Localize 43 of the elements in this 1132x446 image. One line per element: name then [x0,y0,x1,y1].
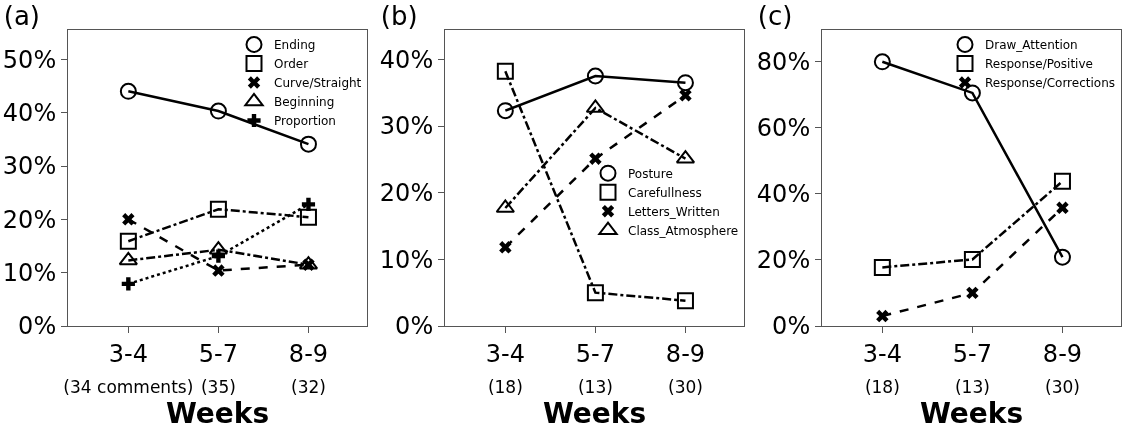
x-tick-label: 3-4 (34 comments) [63,339,194,397]
y-tick-label: 30% [379,112,434,141]
y-tick-label: 10% [2,259,57,288]
legend-label: Beginning [274,95,335,110]
chart-title: (b) [380,0,418,31]
y-tick-label: 0% [395,312,434,341]
y-tick-label: 20% [2,205,57,234]
y-tick-label: 60% [756,113,811,142]
y-tick-label: 20% [379,179,434,208]
x-tick-label: 5-7 (13) [575,339,615,397]
legend-label: Letters_Written [628,204,720,219]
legend-label: Carefullness [628,185,702,200]
legend-label: Class_Atmosphere [628,223,739,238]
x-tick-label: 3-4 (18) [862,339,902,397]
legend-label: Order [274,57,309,72]
x-axis-title: Weeks [919,397,1024,430]
legend-label: Posture [628,166,673,181]
y-tick-label: 20% [756,246,811,275]
x-axis-title: Weeks [165,397,270,430]
x-tick-label: 8-9 (30) [1042,339,1083,397]
y-tick-label: 50% [2,45,57,74]
legend-label: Response/Corrections [985,76,1116,91]
y-tick-label: 80% [756,47,811,76]
chart-title: (a) [3,0,40,31]
legend-label: Response/Positive [985,57,1093,72]
y-tick-label: 0% [772,312,811,341]
y-tick-label: 10% [379,245,434,274]
y-tick-label: 40% [2,99,57,128]
chart-title: (c) [757,0,793,31]
legend-label: Draw_Attention [985,38,1078,53]
legend-label: Curve/Straight [274,76,362,91]
x-tick-label: 8-9 (32) [288,339,329,397]
x-tick-label: 8-9 (30) [665,339,706,397]
y-tick-label: 40% [756,179,811,208]
x-tick-label: 5-7 (35) [198,339,238,397]
x-tick-label: 3-4 (18) [485,339,525,397]
y-tick-label: 0% [18,312,57,341]
y-tick-label: 30% [2,152,57,181]
x-axis-title: Weeks [542,397,647,430]
y-tick-label: 40% [379,45,434,74]
x-tick-label: 5-7 (13) [952,339,992,397]
legend-label: Ending [274,38,316,53]
legend-label: Proportion [274,114,336,129]
